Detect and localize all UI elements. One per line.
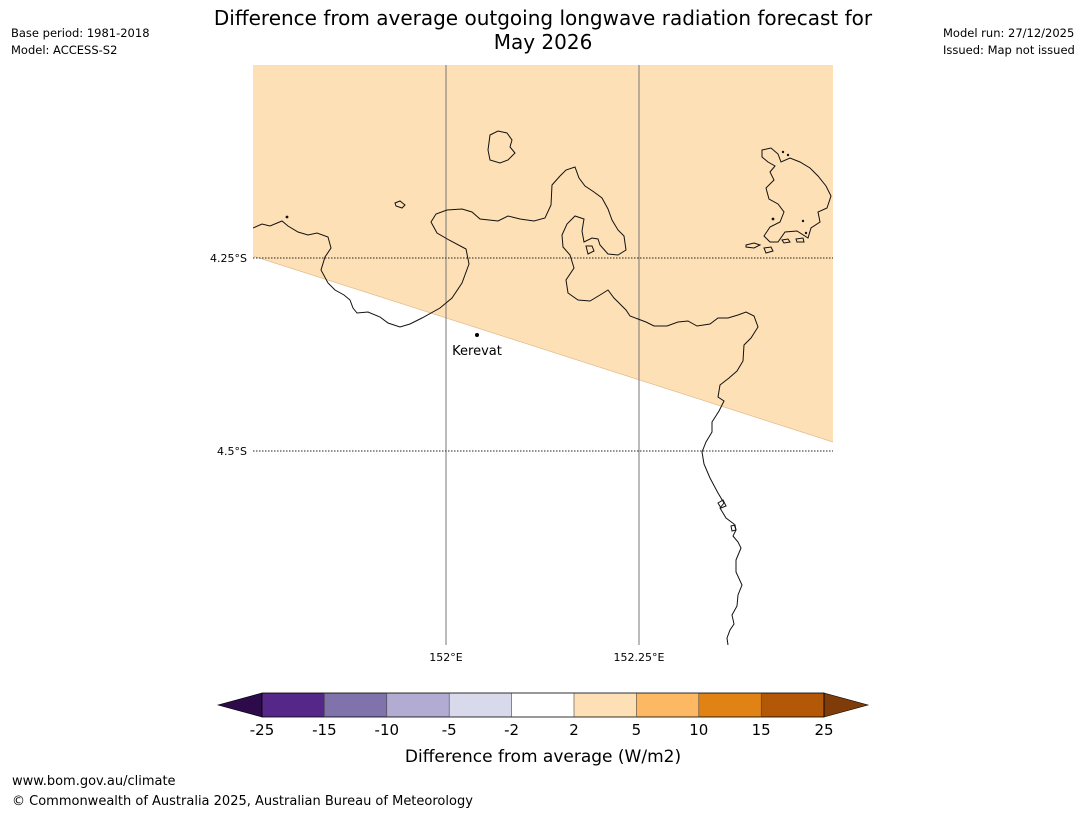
colorbar-segment <box>636 693 699 717</box>
colorbar-tick-label: -5 <box>442 721 457 739</box>
colorbar-tick-label: -2 <box>504 721 519 739</box>
colorbar-segment <box>262 693 325 717</box>
meta-left: Base period: 1981-2018 Model: ACCESS-S2 <box>11 25 150 59</box>
colorbar-dividers <box>324 693 762 717</box>
colorbar-segment <box>449 693 512 717</box>
coastline-duke-of-york <box>761 147 832 243</box>
colorbar-tick-label: 2 <box>569 721 579 739</box>
coastline-islet-4 <box>795 237 805 243</box>
shaded-region-edge <box>253 255 833 443</box>
coastline-islet-1 <box>745 242 762 249</box>
colorbar-outline <box>261 692 825 718</box>
coastline-islet-3 <box>781 238 791 244</box>
islet-dot-4 <box>804 231 808 235</box>
coastlines <box>253 130 832 645</box>
footer-url[interactable]: www.bom.gov.au/climate <box>12 774 176 789</box>
shaded-region <box>253 65 833 442</box>
coastline-islet-5 <box>585 245 595 255</box>
title-line-1: Difference from average outgoing longwav… <box>213 6 873 30</box>
colorbar-segment <box>698 693 762 717</box>
base-period-text: Base period: 1981-2018 <box>11 26 150 40</box>
coastline-island-north <box>487 130 516 164</box>
colorbar-segment <box>386 693 450 717</box>
colorbar-segment <box>761 693 824 717</box>
colorbar-ticks: -25 -15 -10 -5 -2 2 5 10 15 25 <box>250 721 834 739</box>
model-text: Model: ACCESS-S2 <box>11 43 118 57</box>
islet-dot-3 <box>801 219 805 223</box>
colorbar-label: Difference from average (W/m2) <box>405 747 681 767</box>
coastline-mainland <box>253 166 759 645</box>
kerevat-label: Kerevat <box>452 344 502 359</box>
meta-right: Model run: 27/12/2025 Issued: Map not is… <box>943 25 1075 59</box>
lat-label-4-25: 4.25°S <box>210 252 247 265</box>
colorbar-tick-label: -25 <box>250 721 275 739</box>
footer-copyright: © Commonwealth of Australia 2025, Austra… <box>12 794 473 809</box>
colorbar-left-extend <box>216 692 263 718</box>
model-run-text: Model run: 27/12/2025 <box>943 26 1075 40</box>
lon-label-152-25: 152.25°E <box>614 651 665 664</box>
colorbar-segment <box>324 693 387 717</box>
title-line-2: May 2026 <box>493 30 593 54</box>
colorbar-right-extend <box>823 692 870 718</box>
coastline-islet-7 <box>730 524 737 532</box>
coastline-islet-west <box>394 200 406 209</box>
coastline-islet-2 <box>763 246 774 254</box>
islet-dot-1 <box>285 215 289 219</box>
colorbar-tick-label: 5 <box>632 721 642 739</box>
islet-dot-2 <box>771 217 775 221</box>
colorbar: -25 -15 -10 -5 -2 2 5 10 15 25 Differenc… <box>216 692 870 767</box>
coastline-islet-6 <box>717 499 727 509</box>
map-title: Difference from average outgoing longwav… <box>143 6 943 54</box>
colorbar-segment <box>511 693 574 717</box>
lon-label-152: 152°E <box>429 651 462 664</box>
islet-dot-6 <box>786 153 790 157</box>
islet-dot-5 <box>781 150 785 154</box>
colorbar-segment <box>574 693 637 717</box>
map-area <box>253 65 833 645</box>
colorbar-tick-label: -10 <box>375 721 400 739</box>
kerevat-marker <box>475 333 479 337</box>
lat-label-4-5: 4.5°S <box>217 445 247 458</box>
colorbar-tick-label: -15 <box>312 721 337 739</box>
issued-text: Issued: Map not issued <box>943 43 1075 57</box>
colorbar-tick-label: 25 <box>814 721 833 739</box>
colorbar-tick-label: 15 <box>752 721 771 739</box>
colorbar-tick-label: 10 <box>689 721 708 739</box>
